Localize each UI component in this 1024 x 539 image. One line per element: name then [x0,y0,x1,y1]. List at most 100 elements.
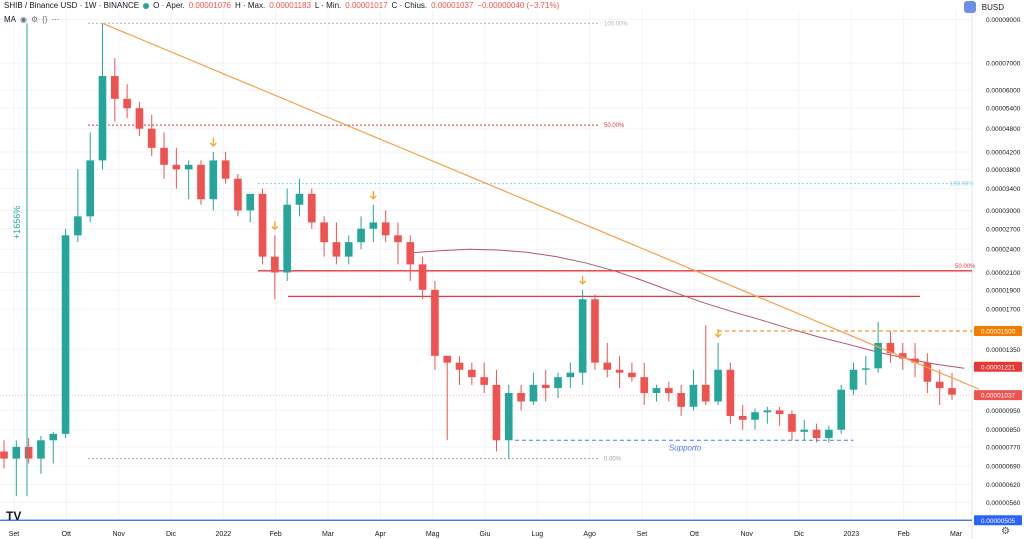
tradingview-logo[interactable]: TV [6,509,22,523]
candle-body[interactable] [283,204,291,273]
candle-body[interactable] [369,222,378,229]
candle-body[interactable] [184,164,193,170]
candle-body[interactable] [812,429,821,439]
candle-body[interactable] [849,369,858,390]
candle-body[interactable] [443,355,452,363]
candle-body[interactable] [468,369,476,378]
candle-body[interactable] [381,222,390,236]
candle-body[interactable] [751,412,759,420]
candle-body[interactable] [394,235,402,243]
candle-body[interactable] [615,369,624,373]
indicator-label[interactable]: MA [4,15,16,24]
y-tick-label: 0.00000560 [986,500,1021,507]
candle-body[interactable] [357,228,365,243]
candle-body[interactable] [935,381,944,389]
candle-body[interactable] [504,392,513,441]
candle-body[interactable] [677,392,685,407]
settings-icon[interactable]: ⚙ [30,15,39,24]
candle-body[interactable] [221,160,230,179]
y-tick-label: 0.00003800 [986,167,1021,174]
candle-body[interactable] [738,415,747,420]
candle-body[interactable] [541,384,550,389]
candle-body[interactable] [123,98,131,109]
y-tick-label: 0.00000850 [986,427,1021,434]
candle-body[interactable] [332,242,341,257]
candle-body[interactable] [209,160,218,200]
candle-body[interactable] [307,193,316,223]
candle-body[interactable] [689,384,698,407]
candle-body[interactable] [160,147,168,165]
candle-body[interactable] [788,414,796,432]
candle-body[interactable] [923,362,932,382]
candle-body[interactable] [344,242,353,257]
candle-body[interactable] [61,235,70,434]
x-tick-label: 2023 [844,531,860,538]
candle-body[interactable] [874,342,882,369]
candle-body[interactable] [763,410,772,413]
candle-body[interactable] [234,178,242,211]
resistance-label: 50.00% [955,264,976,270]
fib-level-label: 50.00% [604,123,625,129]
candle-body[interactable] [431,289,439,356]
candle-body[interactable] [529,384,538,402]
candle-body[interactable] [480,377,488,385]
change-value: −0.00000040 (−3.71%) [477,1,560,10]
candle-body[interactable] [578,299,587,373]
eye-icon[interactable]: ◉ [20,15,27,24]
candle-body[interactable] [948,388,956,395]
candle-body[interactable] [837,389,846,430]
gear-icon[interactable]: ⚙ [1001,526,1010,537]
candle-body[interactable] [652,388,661,393]
candle-body[interactable] [517,392,525,402]
candle-body[interactable] [628,372,636,378]
candle-body[interactable] [12,446,21,459]
candle-body[interactable] [0,451,8,459]
candle-body[interactable] [86,160,94,217]
candle-body[interactable] [49,433,58,441]
candle-body[interactable] [726,369,735,416]
candle-body[interactable] [591,299,599,363]
candle-body[interactable] [492,384,501,441]
candle-body[interactable] [911,358,919,363]
candle-body[interactable] [566,372,575,378]
candle-body[interactable] [37,440,45,459]
candle-body[interactable] [172,164,181,170]
candle-body[interactable] [554,377,562,389]
candle-body[interactable] [701,384,710,402]
candle-body[interactable] [825,429,833,439]
y-tick-label: 0.00009000 [986,17,1021,24]
candle-body[interactable] [246,193,255,211]
candle-body[interactable] [455,362,464,370]
candle-body[interactable] [24,446,33,459]
candle-body[interactable] [147,128,156,148]
candle-body[interactable] [406,242,415,265]
candle-body[interactable] [775,410,784,415]
candle-body[interactable] [603,362,612,370]
candle-body[interactable] [320,222,328,243]
x-tick-label: 2022 [216,531,232,538]
candle-body[interactable] [640,377,649,393]
candle-body[interactable] [197,164,205,200]
source-code-icon[interactable]: {} [42,15,48,24]
candle-body[interactable] [258,193,267,257]
candle-body[interactable] [271,256,279,273]
candle-body[interactable] [98,75,107,161]
candle-body[interactable] [665,388,673,393]
y-tick-label: 0.00000770 [986,444,1021,451]
candle-body[interactable] [898,353,907,359]
currency-selector[interactable]: BUSD [963,1,1004,13]
candle-body[interactable] [295,193,304,205]
price-badge [974,361,1022,372]
price-badge [974,325,1022,336]
candle-body[interactable] [135,108,144,129]
candle-body[interactable] [74,216,82,236]
more-icon[interactable]: ⋯ [51,15,60,24]
symbol-title[interactable]: SHIB / Binance USD · 1W · BINANCE [4,1,140,10]
candle-body[interactable] [862,368,870,370]
candle-body[interactable] [886,342,895,354]
candle-body[interactable] [418,264,427,290]
candle-body[interactable] [714,369,722,402]
candle-body[interactable] [110,75,119,99]
candle-body[interactable] [800,429,809,432]
